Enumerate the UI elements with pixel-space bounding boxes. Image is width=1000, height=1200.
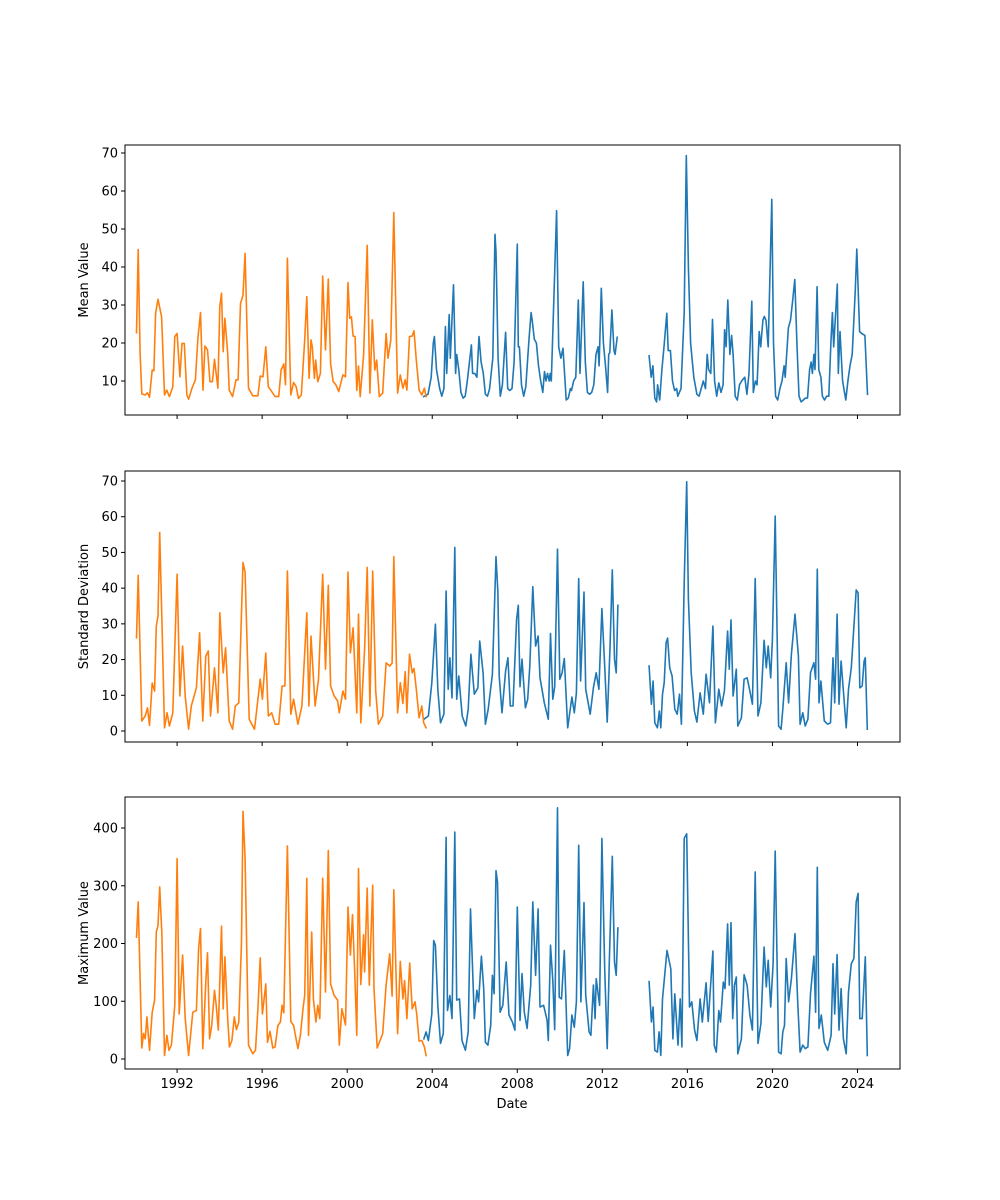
maximum-value-subplot: 1992 1996 2000 2004 2008 2012 2016 2020 2024 0 100… [77,796,901,1092]
y-tick-label: 60 [101,184,118,199]
x-tick-label: 2008 [501,1077,534,1092]
y-tick-label: 40 [101,260,118,275]
y-tick-label: 10 [101,374,118,389]
x-tick-label: 2000 [331,1077,364,1092]
x-tick-label: 2024 [841,1077,874,1092]
y-tick-label: 50 [101,222,118,237]
y-tick-label: 30 [101,298,118,313]
orange-series-line [135,211,428,400]
y-tick-label: 0 [110,1053,118,1068]
y-tick-label: 70 [101,475,118,490]
x-tick-label: 2016 [671,1077,704,1092]
y-axis-label: Maximum Value [77,881,92,985]
axes-frame [124,470,901,743]
blue-series-line [422,480,869,731]
blue-series-line [422,154,869,403]
x-tick-label: 2012 [586,1077,619,1092]
y-tick-label: 400 [93,822,118,837]
y-tick-label: 70 [101,146,118,161]
y-tick-label: 60 [101,510,118,525]
y-tick-label: 30 [101,617,118,632]
orange-series-line [135,810,428,1057]
x-tick-label: 2020 [756,1077,789,1092]
y-axis-label: Standard Deviation [77,544,92,669]
y-axis-label: Mean Value [77,242,92,317]
y-tick-label: 20 [101,653,118,668]
x-axis-label: Date [496,1097,527,1112]
y-tick-label: 100 [93,995,118,1010]
y-tick-label: 50 [101,546,118,561]
axes-frame [124,144,901,416]
mean-value-subplot: 10 20 30 40 50 60 70 Mean Value [77,144,901,419]
blue-series-line [422,807,869,1057]
y-tick-label: 40 [101,582,118,597]
x-tick-label: 1992 [161,1077,194,1092]
axes-frame [124,796,901,1070]
orange-series-line [135,531,428,730]
standard-deviation-subplot: 0 10 20 30 40 50 60 70 Standard Deviation [77,470,901,746]
x-tick-label: 1996 [246,1077,279,1092]
y-tick-label: 300 [93,879,118,894]
y-tick-label: 20 [101,336,118,351]
y-tick-label: 0 [110,725,118,740]
x-tick-label: 2004 [416,1077,449,1092]
y-tick-label: 200 [93,937,118,952]
y-tick-label: 10 [101,689,118,704]
